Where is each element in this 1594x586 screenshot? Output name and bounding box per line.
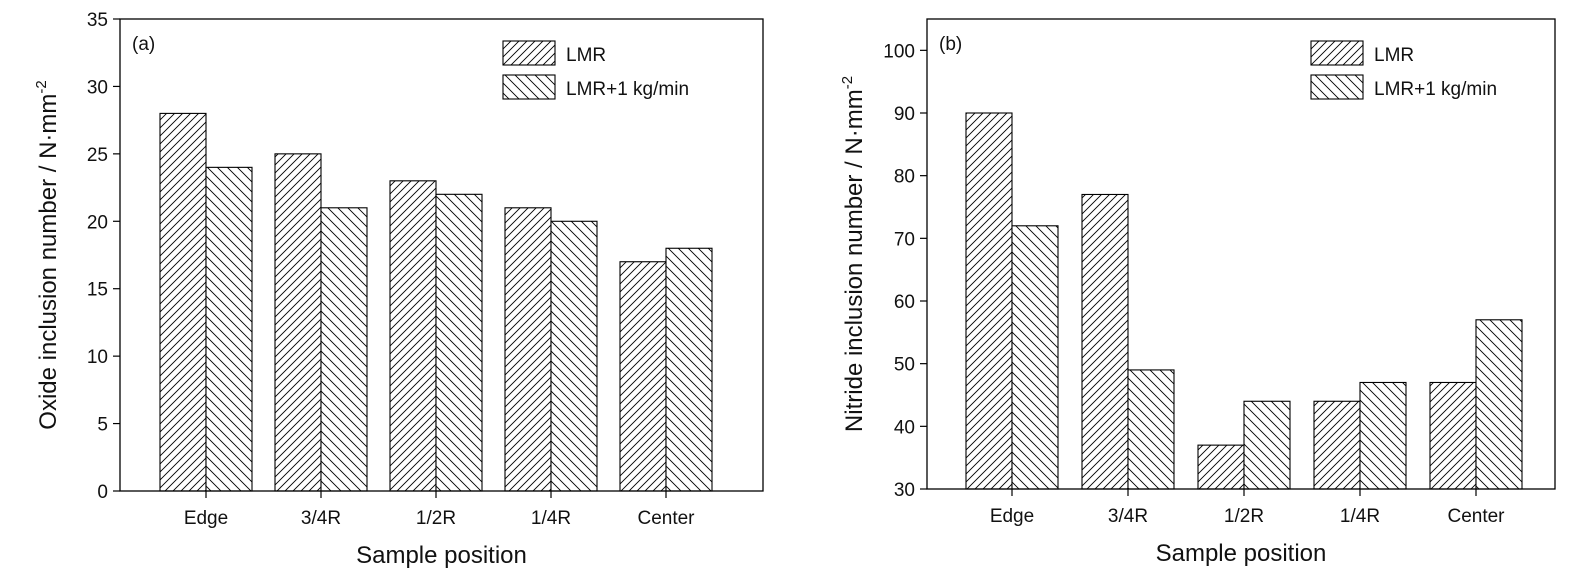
y-tick-label: 30 <box>894 480 915 501</box>
x-category-label: Edge <box>184 508 228 529</box>
panel-b-plot-frame <box>926 18 1556 490</box>
y-tick-label: 90 <box>894 104 915 125</box>
legend-label-series-1: LMR <box>1374 45 1414 66</box>
panel-a-y-axis-title-superscript: -2 <box>33 80 50 93</box>
panel-a-y-axis-title-text: Oxide inclusion number / N·mm <box>35 94 62 430</box>
y-tick-label: 15 <box>87 280 108 301</box>
legend-label-series-2: LMR+1 kg/min <box>566 79 689 100</box>
bar-1-4r-series-1 <box>504 207 552 492</box>
bar-3-4r-series-1 <box>274 153 322 492</box>
y-tick-label: 30 <box>87 77 108 98</box>
panel-b-nitride-chart: 30 40 50 60 70 80 90 100 Edge 3/4R 1/2R 1/4R Center… <box>839 18 1556 567</box>
bar-3-4r-series-2 <box>320 207 368 492</box>
panel-a-legend: LMR LMR+1 kg/min <box>502 40 689 100</box>
bar-1-2r-series-1 <box>389 180 437 492</box>
bar-1-2r-series-2 <box>435 193 483 492</box>
bar-edge-series-2 <box>205 166 253 492</box>
x-category-label: 1/2R <box>1224 506 1264 527</box>
bar-center-series-2 <box>665 247 713 492</box>
panel-a-x-axis-categories: Edge 3/4R 1/2R 1/4R Center <box>184 491 695 529</box>
bar-3-4r-series-2 <box>1127 369 1175 490</box>
bar-1-4r-series-2 <box>1359 381 1407 490</box>
panel-a-oxide-chart: 0 5 10 15 20 25 30 35 Edge 3/4R 1/2R 1/4R Center (a… <box>33 10 764 569</box>
legend-swatch-series-1 <box>502 40 556 66</box>
x-category-label: 1/4R <box>1340 506 1380 527</box>
panel-b-label: (b) <box>939 34 962 55</box>
legend-swatch-series-2 <box>1310 74 1364 100</box>
y-tick-label: 80 <box>894 167 915 188</box>
x-category-label: Center <box>1447 506 1505 527</box>
x-category-label: Center <box>637 508 695 529</box>
y-tick-label: 60 <box>894 292 915 313</box>
bar-edge-series-1 <box>965 112 1013 490</box>
y-tick-label: 5 <box>97 415 108 436</box>
y-tick-label: 20 <box>87 212 108 233</box>
panel-a-y-axis-ticks: 0 5 10 15 20 25 30 35 <box>87 10 120 503</box>
panel-a-label: (a) <box>132 34 155 55</box>
x-category-label: 3/4R <box>301 508 341 529</box>
legend-label-series-1: LMR <box>566 45 606 66</box>
y-tick-label: 25 <box>87 145 108 166</box>
y-tick-label: 100 <box>883 41 915 62</box>
bar-edge-series-1 <box>159 112 207 492</box>
panel-b-bars <box>965 112 1523 490</box>
panel-a-y-axis-title: Oxide inclusion number / N·mm-2 <box>33 80 62 429</box>
y-tick-label: 40 <box>894 417 915 438</box>
legend-label-series-2: LMR+1 kg/min <box>1374 79 1497 100</box>
legend-swatch-series-2 <box>502 74 556 100</box>
panel-b-y-axis-title-text: Nitride inclusion number / N·mm <box>841 89 868 432</box>
bar-1-2r-series-1 <box>1197 444 1245 490</box>
x-category-label: 1/2R <box>416 508 456 529</box>
y-tick-label: 10 <box>87 347 108 368</box>
panel-a-x-axis-title: Sample position <box>356 542 527 569</box>
panel-b-y-axis-title: Nitride inclusion number / N·mm-2 <box>839 76 868 432</box>
panel-b-x-axis-title: Sample position <box>1156 540 1327 567</box>
panel-b-x-axis-categories: Edge 3/4R 1/2R 1/4R Center <box>990 489 1505 527</box>
y-tick-label: 0 <box>97 482 108 503</box>
bar-edge-series-2 <box>1011 225 1059 490</box>
bar-center-series-1 <box>619 261 667 492</box>
bar-1-2r-series-2 <box>1243 400 1291 490</box>
panel-b-y-axis-title-superscript: -2 <box>839 76 856 89</box>
bar-center-series-1 <box>1429 381 1477 490</box>
x-category-label: Edge <box>990 506 1034 527</box>
y-tick-label: 70 <box>894 229 915 250</box>
bar-1-4r-series-1 <box>1313 400 1361 490</box>
bar-3-4r-series-1 <box>1081 193 1129 490</box>
panel-b-legend: LMR LMR+1 kg/min <box>1310 40 1497 100</box>
y-tick-label: 50 <box>894 355 915 376</box>
x-category-label: 1/4R <box>531 508 571 529</box>
panel-a-plot-frame <box>119 18 764 492</box>
bar-center-series-2 <box>1475 319 1523 490</box>
bar-1-4r-series-2 <box>550 220 598 492</box>
y-tick-label: 35 <box>87 10 108 31</box>
panel-a-bars <box>159 112 713 492</box>
legend-swatch-series-1 <box>1310 40 1364 66</box>
panel-b-y-axis-ticks: 30 40 50 60 70 80 90 100 <box>883 41 927 501</box>
x-category-label: 3/4R <box>1108 506 1148 527</box>
